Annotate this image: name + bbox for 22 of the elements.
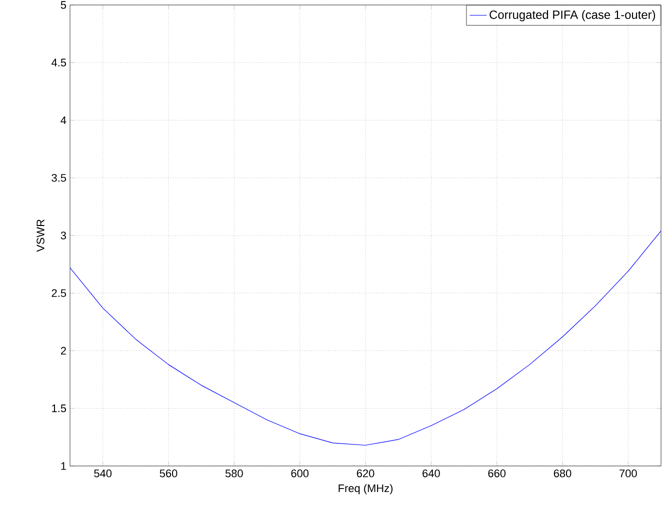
y-tick-label: 1 — [61, 462, 66, 470]
line-series — [70, 230, 662, 446]
x-tick-label: 640 — [422, 470, 440, 478]
x-tick-label: 580 — [225, 470, 243, 478]
x-tick-label: 540 — [94, 470, 112, 478]
x-tick-label: 660 — [488, 470, 506, 478]
x-tick-label: 680 — [554, 470, 572, 478]
y-tick-label: 2 — [60, 346, 66, 355]
y-axis-title: VSWR — [36, 220, 44, 252]
y-tick-label: 3.5 — [52, 174, 66, 182]
x-tick-label: 600 — [291, 470, 309, 478]
y-tick-label: 4 — [60, 116, 66, 124]
x-tick-label: 700 — [620, 470, 637, 478]
y-tick-label: 4.5 — [52, 58, 66, 66]
x-tick-label: 560 — [160, 470, 178, 478]
y-tick-label: 1.5 — [52, 404, 66, 412]
y-tick-label: 5 — [60, 1, 66, 9]
y-tick-label: 2.5 — [52, 289, 66, 297]
x-axis-title: Freq (MHz) — [338, 484, 393, 494]
legend-label: Corrugated PIFA (case 1-outer) — [490, 10, 656, 22]
x-tick-label: 620 — [356, 470, 374, 478]
y-tick-label: 3 — [60, 232, 66, 240]
